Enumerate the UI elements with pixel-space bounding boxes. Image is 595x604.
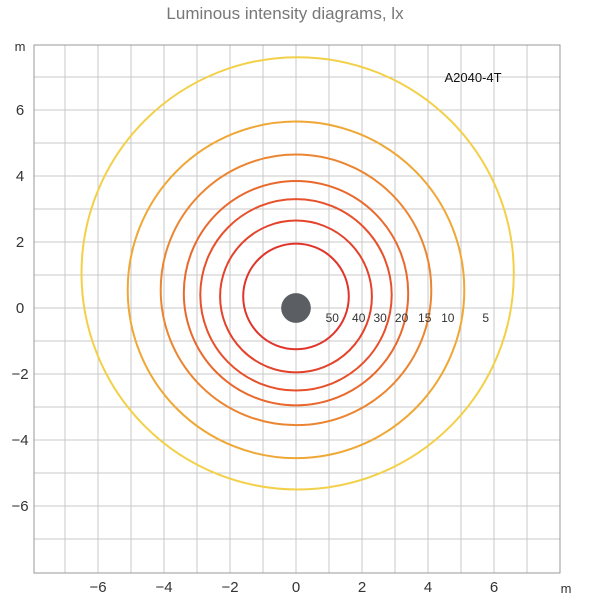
isoline-label-30: 30 (373, 311, 387, 325)
isoline-label-5: 5 (482, 311, 489, 325)
plot-border (33, 44, 561, 574)
marks-layer (281, 293, 311, 323)
x-tick-label: 6 (490, 579, 498, 596)
chart-title: Luminous intensity diagrams, lx (166, 4, 404, 23)
isoline-10-lux (126, 120, 466, 460)
isoline-5-lux (80, 56, 515, 491)
isoline-30-lux (199, 198, 393, 392)
model-label: A2040-4T (444, 70, 501, 85)
y-tick-label: −6 (11, 498, 28, 515)
y-tick-label: 0 (16, 300, 24, 317)
x-tick-label: 0 (292, 579, 300, 596)
x-tick-label: −4 (155, 579, 172, 596)
x-tick-label: −6 (89, 579, 106, 596)
grid-layer (33, 44, 561, 574)
x-tick-label: 2 (358, 579, 366, 596)
y-tick-label: −4 (11, 432, 28, 449)
isolines-layer (80, 56, 515, 491)
y-tick-label: 6 (16, 102, 24, 119)
isoline-label-20: 20 (395, 311, 409, 325)
x-tick-label: 4 (424, 579, 432, 596)
isoline-label-50: 50 (326, 311, 340, 325)
y-tick-label: 4 (16, 168, 24, 185)
x-tick-label: −2 (221, 579, 238, 596)
y-tick-label: 2 (16, 234, 24, 251)
isoline-label-10: 10 (441, 311, 455, 325)
x-axis-unit: m (561, 581, 572, 596)
isoline-40-lux (219, 219, 373, 374)
isoline-15-lux (159, 153, 433, 427)
luminaire-marker (281, 293, 311, 323)
y-axis-unit: m (15, 39, 26, 54)
y-tick-label: −2 (11, 366, 28, 383)
isoline-label-15: 15 (418, 311, 432, 325)
isoline-20-lux (182, 179, 410, 407)
isoline-label-40: 40 (352, 311, 366, 325)
isoline-50-lux (242, 242, 350, 351)
